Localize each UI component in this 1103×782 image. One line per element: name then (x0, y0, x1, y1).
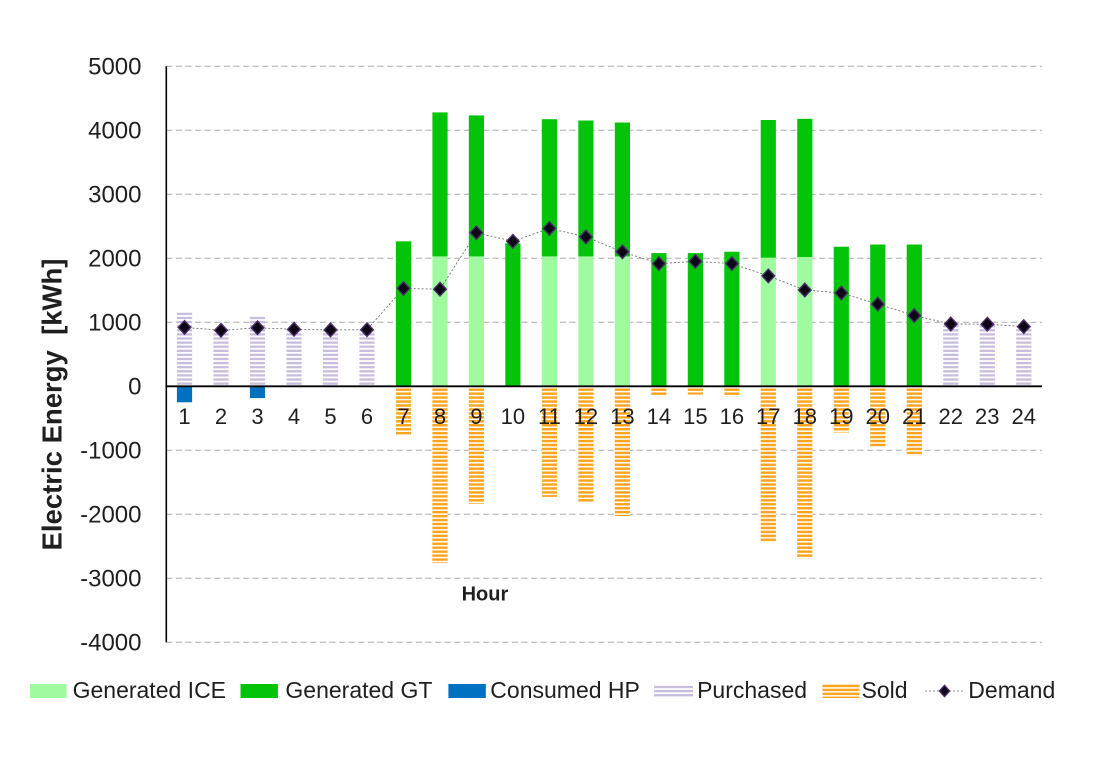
svg-text:-1000: -1000 (80, 437, 141, 464)
svg-text:5000: 5000 (88, 53, 141, 80)
svg-text:3: 3 (251, 404, 263, 429)
svg-text:5: 5 (324, 404, 336, 429)
svg-text:Sold: Sold (862, 677, 908, 703)
svg-text:12: 12 (574, 404, 598, 429)
svg-text:-3000: -3000 (80, 565, 141, 592)
svg-text:23: 23 (975, 404, 999, 429)
svg-text:17: 17 (756, 404, 780, 429)
svg-text:1: 1 (178, 404, 190, 429)
svg-text:15: 15 (683, 404, 707, 429)
svg-text:Generated GT: Generated GT (285, 677, 432, 703)
svg-text:Generated ICE: Generated ICE (73, 677, 226, 703)
svg-text:4: 4 (288, 404, 300, 429)
svg-text:0: 0 (128, 373, 141, 400)
svg-text:8: 8 (434, 404, 446, 429)
svg-text:1000: 1000 (88, 309, 141, 336)
svg-text:Electric Energy [kWh]: Electric Energy [kWh] (37, 259, 68, 551)
svg-text:Hour: Hour (462, 584, 509, 606)
svg-text:14: 14 (647, 404, 671, 429)
svg-text:18: 18 (793, 404, 817, 429)
svg-text:Demand: Demand (968, 677, 1055, 703)
svg-text:7: 7 (397, 404, 409, 429)
svg-text:11: 11 (538, 404, 561, 429)
svg-text:6: 6 (361, 404, 373, 429)
svg-text:-2000: -2000 (80, 501, 141, 528)
svg-text:21: 21 (902, 404, 926, 429)
svg-text:22: 22 (939, 404, 963, 429)
svg-text:16: 16 (720, 404, 744, 429)
svg-text:10: 10 (501, 404, 525, 429)
svg-text:13: 13 (610, 404, 634, 429)
svg-text:4000: 4000 (88, 117, 141, 144)
svg-text:9: 9 (470, 404, 482, 429)
svg-text:2000: 2000 (88, 245, 141, 272)
svg-text:20: 20 (866, 404, 890, 429)
svg-text:3000: 3000 (88, 181, 141, 208)
svg-text:Consumed HP: Consumed HP (490, 677, 640, 703)
svg-text:-4000: -4000 (80, 629, 141, 656)
svg-text:19: 19 (829, 404, 853, 429)
svg-text:24: 24 (1012, 404, 1036, 429)
svg-text:2: 2 (215, 404, 227, 429)
svg-text:Purchased: Purchased (697, 677, 807, 703)
